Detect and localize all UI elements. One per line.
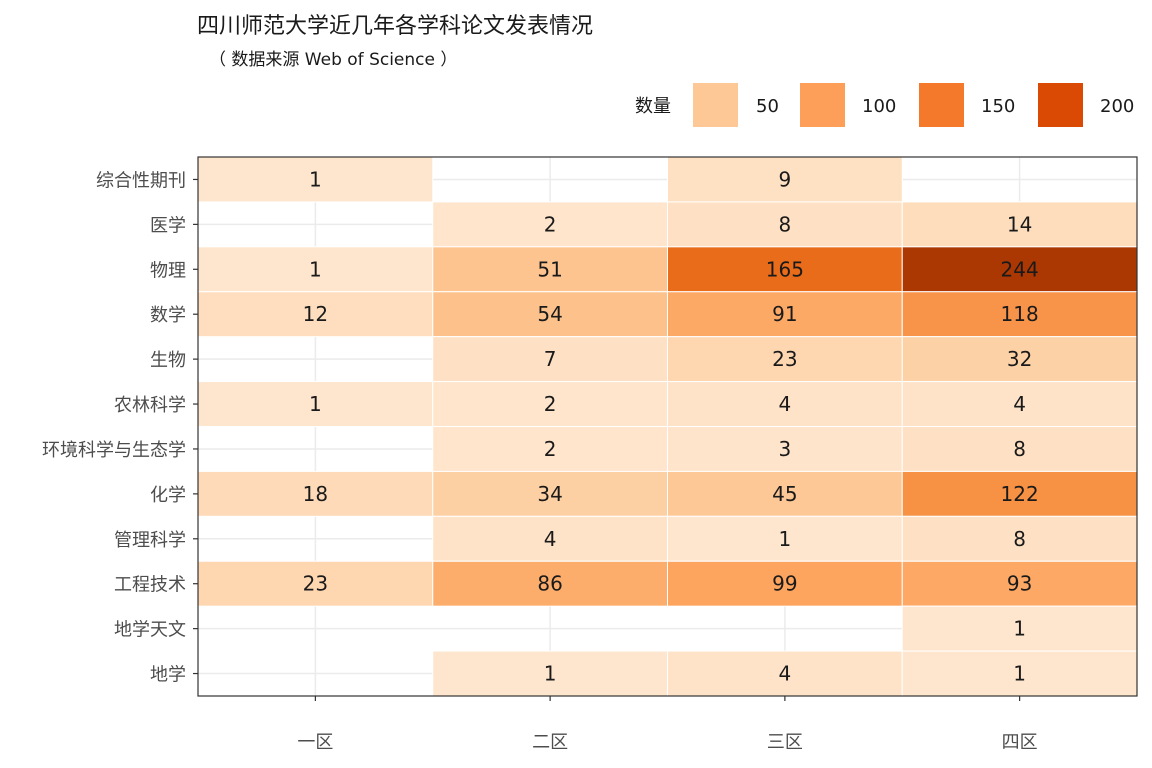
heatmap-cell bbox=[901, 246, 1138, 293]
heatmap-cell bbox=[432, 650, 668, 697]
cell-value-label: 8 bbox=[1013, 437, 1026, 461]
legend: 数量 50 100 150 200 bbox=[635, 83, 1134, 127]
heatmap-cell bbox=[901, 605, 1138, 652]
x-tick-label: 四区 bbox=[1002, 732, 1038, 753]
cell-value-label: 1 bbox=[544, 662, 557, 686]
cell-value-label: 4 bbox=[779, 392, 792, 416]
cell-value-label: 23 bbox=[303, 572, 328, 596]
x-tick-label: 二区 bbox=[532, 732, 568, 753]
y-tick-label: 生物 bbox=[150, 350, 186, 371]
heatmap-cell bbox=[901, 650, 1138, 697]
heatmap-cell bbox=[432, 515, 668, 562]
y-tick-label: 数学 bbox=[150, 305, 186, 326]
y-tick-label: 地学天文 bbox=[114, 620, 186, 641]
heatmap-cell bbox=[432, 336, 668, 383]
cell-value-label: 4 bbox=[1013, 392, 1026, 416]
heatmap-cell bbox=[197, 291, 434, 338]
x-axis: 一区 二区 三区 四区 bbox=[297, 696, 1038, 753]
heatmap-cells bbox=[197, 156, 1138, 697]
heatmap-cell bbox=[667, 560, 903, 607]
cell-value-label: 34 bbox=[537, 482, 562, 506]
x-tick-label: 一区 bbox=[297, 732, 333, 753]
cell-value-label: 165 bbox=[766, 257, 804, 281]
y-tick-label: 地学 bbox=[150, 665, 186, 686]
heatmap-cell bbox=[667, 246, 903, 293]
heatmap-cell bbox=[432, 470, 668, 517]
x-tick-label: 三区 bbox=[767, 732, 803, 753]
cell-value-label: 7 bbox=[544, 347, 557, 371]
cell-value-label: 93 bbox=[1007, 572, 1032, 596]
y-tick-label: 医学 bbox=[150, 215, 186, 236]
cell-value-label: 91 bbox=[772, 302, 797, 326]
cell-value-label: 1 bbox=[1013, 662, 1026, 686]
cell-value-label: 122 bbox=[1001, 482, 1039, 506]
cell-value-label: 45 bbox=[772, 482, 797, 506]
heatmap-cell bbox=[667, 336, 903, 383]
legend-key bbox=[693, 83, 738, 127]
cell-value-label: 4 bbox=[544, 527, 557, 551]
legend-title: 数量 bbox=[635, 96, 671, 117]
cell-value-label: 14 bbox=[1007, 212, 1032, 236]
panel-border bbox=[197, 156, 1138, 697]
cell-value-label: 1 bbox=[1013, 617, 1026, 641]
legend-label: 150 bbox=[981, 96, 1015, 117]
cell-value-label: 12 bbox=[303, 302, 328, 326]
y-tick-label: 综合性期刊 bbox=[96, 170, 186, 191]
heatmap-cell bbox=[901, 515, 1138, 562]
heatmap-cell bbox=[901, 470, 1138, 517]
cell-value-label: 86 bbox=[537, 572, 562, 596]
y-tick-label: 工程技术 bbox=[114, 575, 186, 596]
legend-label: 100 bbox=[862, 96, 896, 117]
y-tick-label: 化学 bbox=[150, 485, 186, 506]
cell-value-label: 1 bbox=[309, 257, 322, 281]
y-tick-label: 管理科学 bbox=[114, 530, 186, 551]
cell-value-label: 2 bbox=[544, 212, 557, 236]
cell-value-label: 99 bbox=[772, 572, 797, 596]
y-tick-label: 物理 bbox=[150, 260, 186, 281]
cell-value-label: 118 bbox=[1001, 302, 1039, 326]
heatmap-cell bbox=[901, 336, 1138, 383]
cell-value-label: 1 bbox=[309, 392, 322, 416]
heatmap-cell bbox=[667, 426, 903, 472]
legend-label: 200 bbox=[1100, 96, 1134, 117]
chart-subtitle: （ 数据来源 Web of Science ） bbox=[209, 50, 458, 70]
heatmap-cell bbox=[901, 560, 1138, 607]
y-tick-label: 环境科学与生态学 bbox=[42, 440, 186, 461]
legend-key bbox=[800, 83, 845, 127]
cell-value-label: 54 bbox=[537, 302, 562, 326]
cell-value-label: 9 bbox=[779, 167, 792, 191]
y-axis: 综合性期刊医学物理数学生物农林科学环境科学与生态学化学管理科学工程技术地学天文地… bbox=[42, 170, 198, 686]
cell-value-label: 4 bbox=[779, 662, 792, 686]
heatmap-cell bbox=[901, 201, 1138, 248]
heatmap-cell bbox=[432, 381, 668, 428]
cell-value-label: 1 bbox=[779, 527, 792, 551]
cell-value-label: 3 bbox=[779, 437, 792, 461]
y-tick-label: 农林科学 bbox=[114, 395, 186, 416]
cell-value-label: 51 bbox=[537, 257, 562, 281]
cell-value-label: 2 bbox=[544, 437, 557, 461]
cell-value-label: 8 bbox=[1013, 527, 1026, 551]
legend-key bbox=[1038, 83, 1083, 127]
cell-value-label: 8 bbox=[779, 212, 792, 236]
legend-label: 50 bbox=[756, 96, 779, 117]
cell-value-label: 244 bbox=[1001, 257, 1039, 281]
legend-key bbox=[919, 83, 964, 127]
heatmap-cell bbox=[197, 560, 434, 607]
cell-value-label: 1 bbox=[309, 167, 322, 191]
cell-value-label: 32 bbox=[1007, 347, 1032, 371]
chart-title: 四川师范大学近几年各学科论文发表情况 bbox=[197, 14, 594, 39]
cell-value-label: 23 bbox=[772, 347, 797, 371]
cell-value-label: 2 bbox=[544, 392, 557, 416]
cell-value-label: 18 bbox=[303, 482, 328, 506]
heatmap-cell bbox=[432, 426, 668, 472]
heatmap-cell bbox=[432, 246, 668, 293]
heatmap-cell bbox=[901, 381, 1138, 428]
